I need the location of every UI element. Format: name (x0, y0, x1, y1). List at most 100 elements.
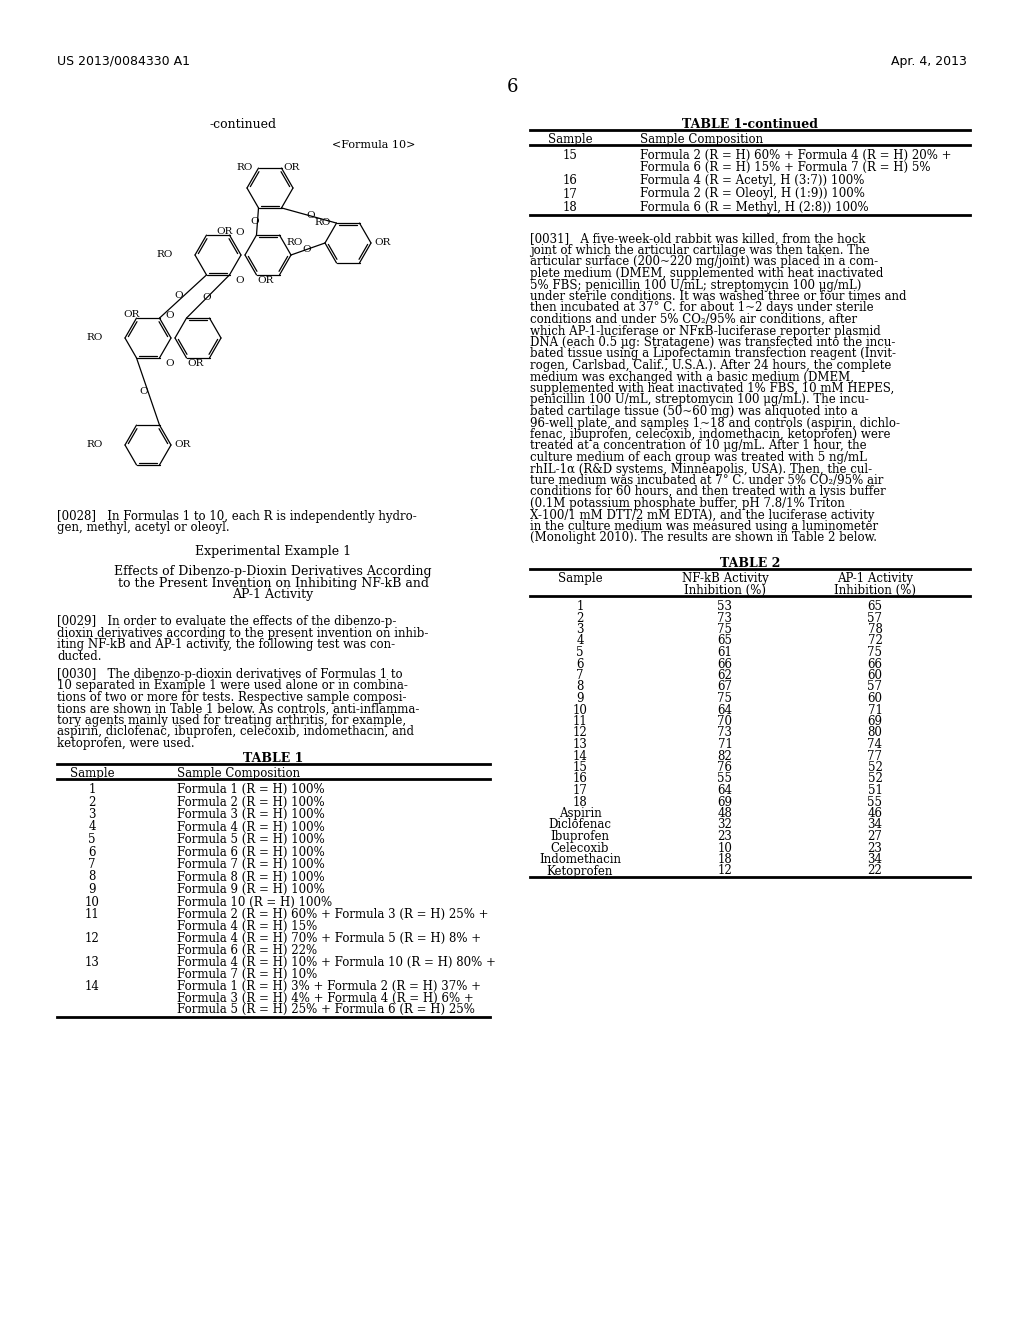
Text: Formula 2 (R = H) 100%: Formula 2 (R = H) 100% (177, 796, 325, 808)
Text: O: O (175, 292, 183, 301)
Text: Formula 7 (R = H) 100%: Formula 7 (R = H) 100% (177, 858, 325, 871)
Text: 23: 23 (867, 842, 883, 854)
Text: 34: 34 (867, 818, 883, 832)
Text: conditions and under 5% CO₂/95% air conditions, after: conditions and under 5% CO₂/95% air cond… (530, 313, 857, 326)
Text: dioxin derivatives according to the present invention on inhib-: dioxin derivatives according to the pres… (57, 627, 428, 639)
Text: 76: 76 (718, 762, 732, 774)
Text: 10 separated in Example 1 were used alone or in combina-: 10 separated in Example 1 were used alon… (57, 680, 408, 693)
Text: plete medium (DMEM, supplemented with heat inactivated: plete medium (DMEM, supplemented with he… (530, 267, 884, 280)
Text: Apr. 4, 2013: Apr. 4, 2013 (891, 55, 967, 69)
Text: 66: 66 (718, 657, 732, 671)
Text: 17: 17 (562, 187, 578, 201)
Text: 72: 72 (867, 635, 883, 648)
Text: tions of two or more for tests. Respective sample composi-: tions of two or more for tests. Respecti… (57, 690, 407, 704)
Text: 77: 77 (867, 750, 883, 763)
Text: 5% FBS; penicillin 100 U/mL; streptomycin 100 μg/mL): 5% FBS; penicillin 100 U/mL; streptomyci… (530, 279, 861, 292)
Text: 15: 15 (572, 762, 588, 774)
Text: 8: 8 (88, 870, 95, 883)
Text: [0028]   In Formulas 1 to 10, each R is independently hydro-: [0028] In Formulas 1 to 10, each R is in… (57, 510, 417, 523)
Text: bated cartilage tissue (50~60 mg) was aliquoted into a: bated cartilage tissue (50~60 mg) was al… (530, 405, 858, 418)
Text: 82: 82 (718, 750, 732, 763)
Text: 11: 11 (85, 908, 99, 921)
Text: Formula 3 (R = H) 100%: Formula 3 (R = H) 100% (177, 808, 325, 821)
Text: Formula 6 (R = Methyl, H (2:8)) 100%: Formula 6 (R = Methyl, H (2:8)) 100% (640, 201, 868, 214)
Text: O: O (166, 312, 174, 319)
Text: rhIL-1α (R&D systems, Minneapolis, USA). Then, the cul-: rhIL-1α (R&D systems, Minneapolis, USA).… (530, 462, 872, 475)
Text: 2: 2 (577, 611, 584, 624)
Text: 69: 69 (867, 715, 883, 729)
Text: O: O (306, 210, 315, 219)
Text: Formula 4 (R = H) 100%: Formula 4 (R = H) 100% (177, 821, 325, 833)
Text: Experimental Example 1: Experimental Example 1 (195, 545, 351, 558)
Text: Formula 2 (R = Oleoyl, H (1:9)) 100%: Formula 2 (R = Oleoyl, H (1:9)) 100% (640, 187, 865, 201)
Text: Inhibition (%): Inhibition (%) (834, 583, 916, 597)
Text: 7: 7 (88, 858, 96, 871)
Text: conditions for 60 hours, and then treated with a lysis buffer: conditions for 60 hours, and then treate… (530, 486, 886, 499)
Text: OR: OR (374, 238, 390, 247)
Text: 1: 1 (88, 783, 95, 796)
Text: Formula 7 (R = H) 10%: Formula 7 (R = H) 10% (177, 968, 317, 981)
Text: 71: 71 (867, 704, 883, 717)
Text: Formula 5 (R = H) 25% + Formula 6 (R = H) 25%: Formula 5 (R = H) 25% + Formula 6 (R = H… (177, 1003, 475, 1016)
Text: [0030]   The dibenzo-p-dioxin derivatives of Formulas 1 to: [0030] The dibenzo-p-dioxin derivatives … (57, 668, 402, 681)
Text: 12: 12 (572, 726, 588, 739)
Text: 9: 9 (88, 883, 96, 896)
Text: RO: RO (287, 238, 303, 247)
Text: 48: 48 (718, 807, 732, 820)
Text: 73: 73 (718, 726, 732, 739)
Text: Formula 8 (R = H) 100%: Formula 8 (R = H) 100% (177, 870, 325, 883)
Text: ture medium was incubated at 7° C. under 5% CO₂/95% air: ture medium was incubated at 7° C. under… (530, 474, 884, 487)
Text: TABLE 1-continued: TABLE 1-continued (682, 117, 818, 131)
Text: 1: 1 (577, 601, 584, 612)
Text: 4: 4 (88, 821, 96, 833)
Text: medium was exchanged with a basic medium (DMEM,: medium was exchanged with a basic medium… (530, 371, 854, 384)
Text: Formula 4 (R = H) 15%: Formula 4 (R = H) 15% (177, 920, 317, 932)
Text: 46: 46 (867, 807, 883, 820)
Text: aspirin, diclofenac, ibuprofen, celecoxib, indomethacin, and: aspirin, diclofenac, ibuprofen, celecoxi… (57, 726, 414, 738)
Text: 64: 64 (718, 704, 732, 717)
Text: Formula 5 (R = H) 100%: Formula 5 (R = H) 100% (177, 833, 325, 846)
Text: O: O (250, 218, 259, 227)
Text: AP-1 Activity: AP-1 Activity (837, 572, 913, 585)
Text: 67: 67 (718, 681, 732, 693)
Text: 14: 14 (85, 979, 99, 993)
Text: 57: 57 (867, 681, 883, 693)
Text: 12: 12 (718, 865, 732, 878)
Text: 12: 12 (85, 932, 99, 945)
Text: tory agents mainly used for treating arthritis, for example,: tory agents mainly used for treating art… (57, 714, 407, 727)
Text: which AP-1-luciferase or NFκB-luciferase reporter plasmid: which AP-1-luciferase or NFκB-luciferase… (530, 325, 881, 338)
Text: O: O (166, 359, 174, 368)
Text: RO: RO (87, 440, 103, 449)
Text: 71: 71 (718, 738, 732, 751)
Text: 73: 73 (718, 611, 732, 624)
Text: ducted.: ducted. (57, 649, 101, 663)
Text: 18: 18 (562, 201, 578, 214)
Text: 62: 62 (718, 669, 732, 682)
Text: 16: 16 (562, 174, 578, 187)
Text: 10: 10 (85, 895, 99, 908)
Text: AP-1 Activity: AP-1 Activity (232, 587, 313, 601)
Text: 13: 13 (572, 738, 588, 751)
Text: O: O (203, 293, 211, 301)
Text: OR: OR (216, 227, 232, 236)
Text: Formula 1 (R = H) 100%: Formula 1 (R = H) 100% (177, 783, 325, 796)
Text: TABLE 2: TABLE 2 (720, 557, 780, 570)
Text: 2: 2 (88, 796, 95, 808)
Text: 5: 5 (577, 645, 584, 659)
Text: Effects of Dibenzo-p-Dioxin Derivatives According: Effects of Dibenzo-p-Dioxin Derivatives … (115, 565, 432, 578)
Text: tions are shown in Table 1 below. As controls, anti-inflamma-: tions are shown in Table 1 below. As con… (57, 702, 420, 715)
Text: RO: RO (314, 218, 331, 227)
Text: Formula 10 (R = H) 100%: Formula 10 (R = H) 100% (177, 895, 332, 908)
Text: O: O (236, 228, 245, 238)
Text: supplemented with heat inactivated 1% FBS, 10 mM HEPES,: supplemented with heat inactivated 1% FB… (530, 381, 894, 395)
Text: 3: 3 (88, 808, 96, 821)
Text: O: O (139, 387, 148, 396)
Text: penicillin 100 U/mL, streptomycin 100 μg/mL). The incu-: penicillin 100 U/mL, streptomycin 100 μg… (530, 393, 869, 407)
Text: OR: OR (257, 276, 273, 285)
Text: (Monolight 2010). The results are shown in Table 2 below.: (Monolight 2010). The results are shown … (530, 532, 877, 544)
Text: rogen, Carlsbad, Calif., U.S.A.). After 24 hours, the complete: rogen, Carlsbad, Calif., U.S.A.). After … (530, 359, 891, 372)
Text: 61: 61 (718, 645, 732, 659)
Text: [0029]   In order to evaluate the effects of the dibenzo-p-: [0029] In order to evaluate the effects … (57, 615, 396, 628)
Text: 75: 75 (867, 645, 883, 659)
Text: joint of which the articular cartilage was then taken. The: joint of which the articular cartilage w… (530, 244, 869, 257)
